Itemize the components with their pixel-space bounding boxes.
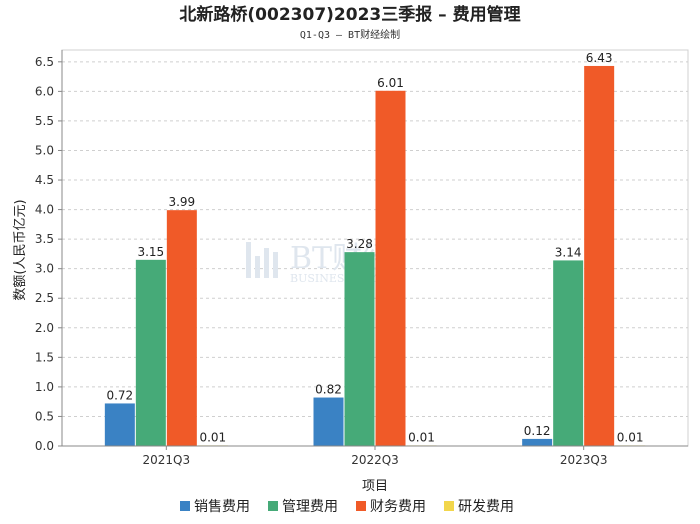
data-label-2023Q3-2: 6.43 bbox=[586, 51, 613, 65]
plot-background bbox=[61, 49, 689, 447]
x-tick-label-2: 2023Q3 bbox=[560, 453, 608, 467]
watermark-logo-bar-3 bbox=[264, 248, 269, 278]
data-label-2023Q3-3: 0.01 bbox=[617, 430, 644, 444]
y-tick-label-3: 1.5 bbox=[35, 350, 54, 364]
legend: 销售费用 管理费用 财务费用 研发费用 bbox=[180, 499, 514, 515]
data-label-2023Q3-1: 3.14 bbox=[555, 245, 582, 259]
plot-area bbox=[61, 49, 689, 447]
data-label-2022Q3-1: 3.28 bbox=[346, 237, 373, 251]
data-label-2021Q3-0: 0.72 bbox=[106, 388, 133, 402]
y-tick-label-12: 6.0 bbox=[35, 84, 54, 98]
y-tick-label-8: 4.0 bbox=[35, 203, 54, 217]
y-axis-title: 数额(人民币亿元) bbox=[13, 199, 28, 300]
bars-layer bbox=[104, 65, 646, 447]
chart-subtitle: Q1-Q3 – BT财经绘制 bbox=[300, 28, 400, 41]
axes-layer: 0.0 0.5 1.0 1.5 2.0 2.5 3.0 3.5 4.0 4.5 5.0 5.5 6.0 6… bbox=[35, 50, 688, 467]
bar-2023Q3-2 bbox=[584, 65, 615, 447]
y-tick-label-10: 5.0 bbox=[35, 143, 54, 157]
y-tick-label-7: 3.5 bbox=[35, 232, 54, 246]
y-tick-label-11: 5.5 bbox=[35, 114, 54, 128]
legend-swatch-1 bbox=[268, 501, 278, 511]
legend-swatch-2 bbox=[356, 501, 366, 511]
y-tick-label-2: 1.0 bbox=[35, 380, 54, 394]
watermark-logo-bar-4 bbox=[273, 252, 278, 278]
chart-title: 北新路桥(002307)2023三季报 – 费用管理 bbox=[179, 4, 520, 25]
data-labels-layer: 0.72 3.15 3.99 0.01 0.82 3.28 6.01 0.01 0.12 3.14… bbox=[106, 51, 643, 444]
y-tick-label-0: 0.0 bbox=[35, 439, 54, 453]
x-tick-label-0: 2021Q3 bbox=[143, 453, 191, 467]
bar-2021Q3-2 bbox=[166, 210, 197, 446]
legend-swatch-3 bbox=[444, 501, 454, 511]
bar-2021Q3-1 bbox=[135, 259, 166, 446]
watermark-logo-bar-1 bbox=[246, 242, 251, 278]
watermark-logo-bar-2 bbox=[255, 256, 260, 278]
data-label-2022Q3-0: 0.82 bbox=[315, 383, 342, 397]
bar-2021Q3-0 bbox=[104, 403, 135, 446]
x-tick-label-1: 2022Q3 bbox=[351, 453, 399, 467]
data-label-2021Q3-3: 0.01 bbox=[199, 430, 226, 444]
data-label-2022Q3-2: 6.01 bbox=[377, 76, 404, 90]
legend-label-1: 管理费用 bbox=[282, 499, 338, 515]
legend-swatch-0 bbox=[180, 501, 190, 511]
data-label-2023Q3-0: 0.12 bbox=[524, 424, 551, 438]
legend-label-0: 销售费用 bbox=[194, 499, 250, 515]
bar-2022Q3-2 bbox=[375, 90, 406, 446]
y-tick-label-13: 6.5 bbox=[35, 55, 54, 69]
data-label-2021Q3-1: 3.15 bbox=[137, 245, 164, 259]
y-tick-label-6: 3.0 bbox=[35, 262, 54, 276]
y-tick-label-9: 4.5 bbox=[35, 173, 54, 187]
legend-label-2: 财务费用 bbox=[370, 499, 426, 515]
y-tick-label-4: 2.0 bbox=[35, 321, 54, 335]
legend-label-3: 研发费用 bbox=[458, 499, 514, 515]
bar-2023Q3-1 bbox=[553, 260, 584, 446]
y-tick-label-1: 0.5 bbox=[35, 409, 54, 423]
y-tick-label-5: 2.5 bbox=[35, 291, 54, 305]
bar-2022Q3-0 bbox=[313, 397, 344, 446]
watermark-main: BT财经 bbox=[290, 241, 392, 276]
bar-2023Q3-0 bbox=[522, 438, 553, 446]
bar-2022Q3-1 bbox=[344, 252, 375, 446]
data-label-2022Q3-3: 0.01 bbox=[408, 430, 435, 444]
x-axis-title: 项目 bbox=[362, 479, 388, 494]
data-label-2021Q3-2: 3.99 bbox=[168, 195, 195, 209]
